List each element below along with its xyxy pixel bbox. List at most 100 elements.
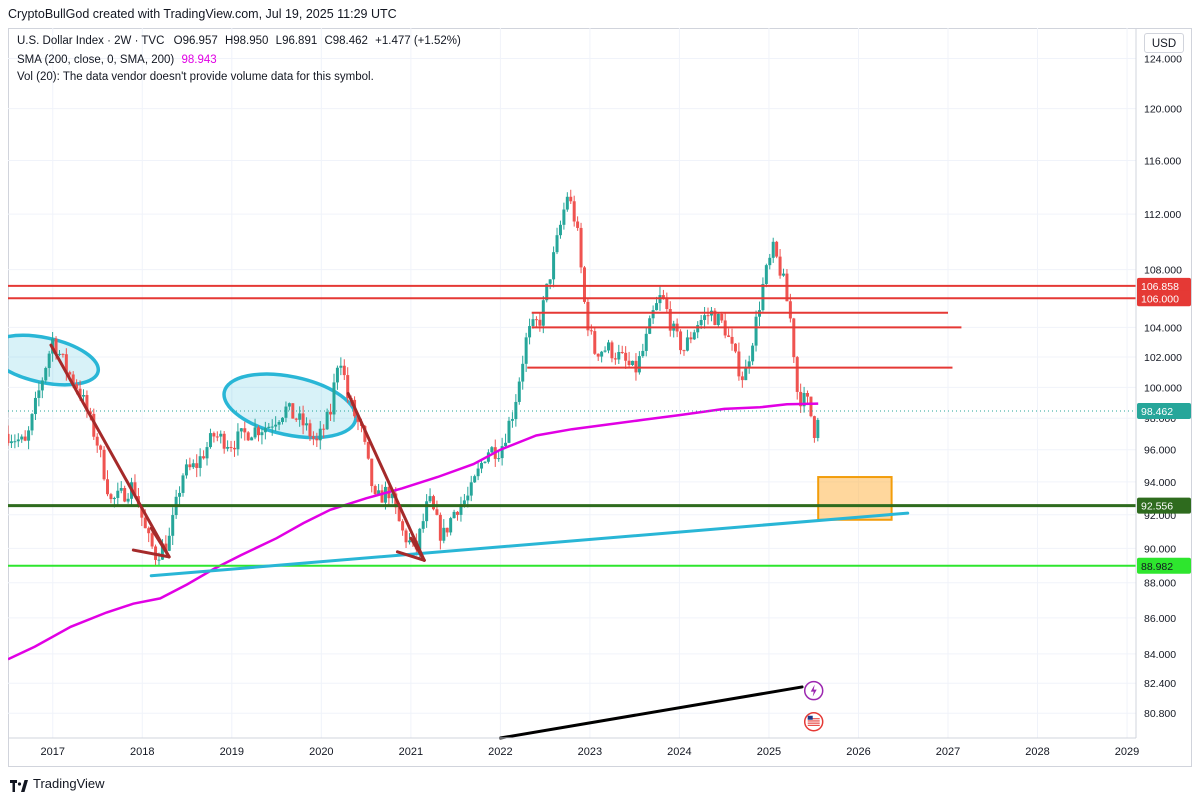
price-tick-label: 94.000 xyxy=(1144,477,1176,489)
price-tick-label: 102.000 xyxy=(1144,352,1182,364)
candle-body xyxy=(167,535,171,551)
price-chart[interactable]: 80.80082.40084.00086.00088.00090.00092.0… xyxy=(8,28,1192,767)
symbol-legend[interactable]: U.S. Dollar Index · 2W · TVC O96.957 H98… xyxy=(17,35,461,47)
candle-body xyxy=(222,433,226,449)
sma-label: SMA (200, close, 0, SMA, 200) xyxy=(17,54,175,66)
price-tick-label: 84.000 xyxy=(1144,649,1176,661)
candle-body xyxy=(565,196,569,210)
candle-body xyxy=(401,521,405,531)
candle-body xyxy=(631,360,635,366)
candle-body xyxy=(23,436,27,441)
candle-body xyxy=(377,490,381,495)
chart-frame xyxy=(8,28,1192,767)
currency-button[interactable]: USD xyxy=(1144,33,1184,53)
candle-body xyxy=(507,420,511,443)
candle-body xyxy=(788,301,792,319)
time-tick-label: 2026 xyxy=(846,746,870,758)
candle-body xyxy=(740,376,744,381)
candle-body xyxy=(57,353,61,355)
candle-body xyxy=(799,391,803,407)
candle-body xyxy=(92,413,96,437)
candle-body xyxy=(318,428,322,441)
footer: TradingView xyxy=(10,774,105,794)
open-label: O xyxy=(173,35,183,47)
candle-body xyxy=(33,397,37,415)
candle-body xyxy=(727,335,731,337)
candle-body xyxy=(181,475,185,493)
candle-body xyxy=(8,433,10,444)
candle-body xyxy=(806,393,810,397)
candle-body xyxy=(191,463,195,468)
candle-body xyxy=(428,496,432,502)
sma-legend[interactable]: SMA (200, close, 0, SMA, 200) 98.943 xyxy=(17,54,217,66)
candle-body xyxy=(661,295,665,298)
candle-body xyxy=(737,351,741,377)
candle-body xyxy=(370,458,374,487)
candle-body xyxy=(514,401,518,420)
candle-body xyxy=(613,358,617,360)
price-tick-label: 86.000 xyxy=(1144,613,1176,625)
candle-body xyxy=(761,283,765,311)
price-tick-label: 120.000 xyxy=(1144,104,1182,116)
candle-body xyxy=(16,439,20,442)
candle-body xyxy=(627,360,631,366)
candle-body xyxy=(792,318,796,358)
candle-body xyxy=(617,351,621,360)
brand-name: TradingView xyxy=(33,776,105,791)
time-tick-label: 2028 xyxy=(1025,746,1049,758)
candle-body xyxy=(600,351,604,357)
time-tick-label: 2023 xyxy=(578,746,602,758)
downtrend-arrow xyxy=(131,548,171,559)
volume-legend[interactable]: Vol (20): The data vendor doesn't provid… xyxy=(17,71,374,83)
candle-body xyxy=(775,241,779,257)
candle-body xyxy=(147,528,151,534)
candle-body xyxy=(500,446,504,459)
candle-body xyxy=(534,319,538,321)
candle-body xyxy=(603,350,607,352)
candle-body xyxy=(329,411,333,415)
time-axis: 2017 2018 2019 2020 2021 2022 2023 2024 2025 2026… xyxy=(8,737,1139,758)
candle-body xyxy=(421,521,425,529)
candle-body xyxy=(308,423,312,437)
us-flag-event-icon xyxy=(803,711,824,732)
price-tag xyxy=(1137,403,1191,420)
candle-body xyxy=(75,384,79,389)
price-tick-label: 80.800 xyxy=(1144,708,1176,720)
time-tick-label: 2024 xyxy=(667,746,691,758)
price-tag xyxy=(1137,557,1191,574)
candle-body xyxy=(517,381,521,402)
candle-body xyxy=(198,456,202,468)
candle-body xyxy=(744,366,748,381)
close-value: 98.462 xyxy=(332,35,368,47)
candle-body xyxy=(696,325,700,333)
candle-body xyxy=(404,530,408,543)
candle-body xyxy=(140,506,144,518)
price-tag xyxy=(1137,497,1191,514)
flag-canton xyxy=(807,715,813,720)
open-value: 96.957 xyxy=(182,35,218,47)
candle-body xyxy=(466,495,470,501)
candle-body xyxy=(274,424,278,427)
candle-body xyxy=(610,342,614,359)
high-label: H xyxy=(224,35,234,47)
candle-body xyxy=(236,431,240,450)
candle-body xyxy=(37,390,41,398)
time-tick-label: 2029 xyxy=(1115,746,1139,758)
candle-body xyxy=(184,464,188,476)
low-value: 96.891 xyxy=(282,35,318,47)
target-zone-box xyxy=(817,476,893,521)
candle-body xyxy=(586,301,590,331)
price-tick-label: 88.000 xyxy=(1144,578,1176,590)
candle-body xyxy=(346,375,350,398)
candle-body xyxy=(171,515,175,536)
candle-body xyxy=(579,227,583,268)
candle-body xyxy=(449,518,453,533)
candle-body xyxy=(287,403,291,407)
price-tag xyxy=(1137,290,1191,307)
candle-body xyxy=(229,446,233,448)
candle-body xyxy=(61,353,65,355)
price-tick-label: 96.000 xyxy=(1144,445,1176,457)
candle-body xyxy=(112,497,116,500)
downtrend-arrow xyxy=(49,343,171,559)
candle-body xyxy=(13,441,17,443)
